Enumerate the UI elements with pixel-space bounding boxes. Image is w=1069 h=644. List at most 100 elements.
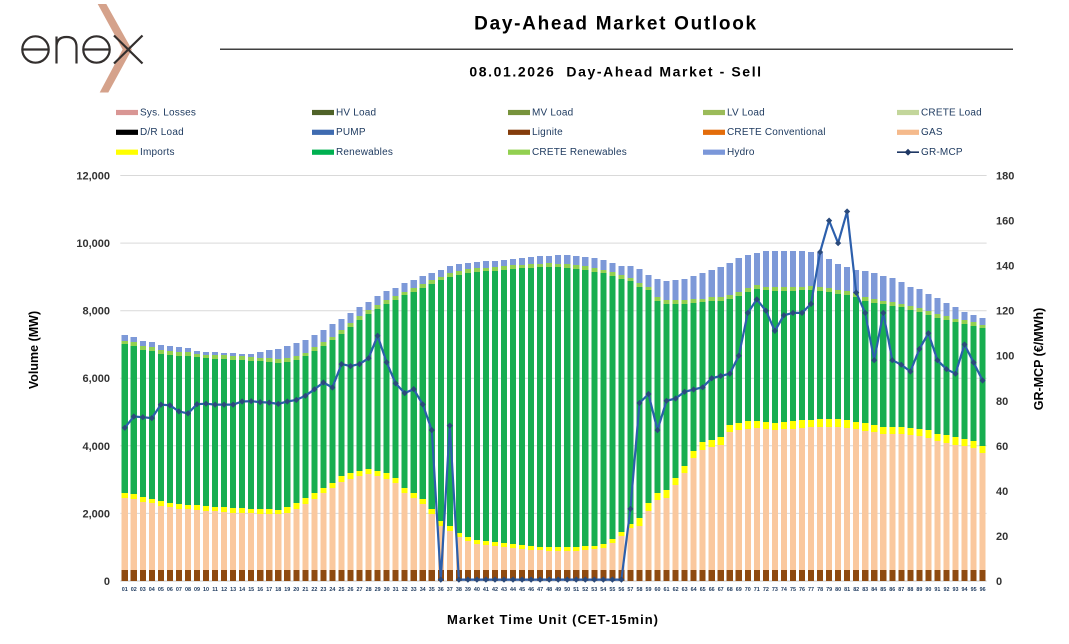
svg-text:180: 180 <box>996 171 1014 183</box>
svg-text:90: 90 <box>925 587 931 593</box>
svg-text:13: 13 <box>230 587 236 593</box>
svg-text:55: 55 <box>609 587 615 593</box>
svg-text:62: 62 <box>673 587 679 593</box>
svg-text:Volume (MW): Volume (MW) <box>27 311 41 389</box>
svg-text:CRETE Renewables: CRETE Renewables <box>532 147 627 158</box>
svg-text:8,000: 8,000 <box>82 306 110 318</box>
svg-text:82: 82 <box>853 587 859 593</box>
svg-text:HV Load: HV Load <box>336 107 376 118</box>
svg-text:GR-MCP: GR-MCP <box>921 147 963 158</box>
svg-text:31: 31 <box>393 587 399 593</box>
svg-text:94: 94 <box>962 587 968 593</box>
svg-text:Hydro: Hydro <box>727 147 755 158</box>
svg-text:44: 44 <box>510 587 516 593</box>
svg-text:46: 46 <box>528 587 534 593</box>
svg-text:D/R Load: D/R Load <box>140 127 184 138</box>
svg-text:72: 72 <box>763 587 769 593</box>
svg-text:80: 80 <box>835 587 841 593</box>
svg-text:42: 42 <box>492 587 498 593</box>
svg-text:60: 60 <box>655 587 661 593</box>
svg-text:Renewables: Renewables <box>336 147 393 158</box>
svg-text:23: 23 <box>320 587 326 593</box>
svg-text:81: 81 <box>844 587 850 593</box>
svg-text:CRETE Load: CRETE Load <box>921 107 982 118</box>
svg-text:43: 43 <box>501 587 507 593</box>
svg-text:47: 47 <box>537 587 543 593</box>
svg-text:06: 06 <box>167 587 173 593</box>
svg-text:89: 89 <box>916 587 922 593</box>
svg-text:68: 68 <box>727 587 733 593</box>
svg-text:140: 140 <box>996 261 1014 273</box>
svg-text:71: 71 <box>754 587 760 593</box>
svg-text:4,000: 4,000 <box>82 441 110 453</box>
svg-text:6,000: 6,000 <box>82 373 110 385</box>
svg-text:84: 84 <box>871 587 877 593</box>
svg-text:77: 77 <box>808 587 814 593</box>
svg-text:40: 40 <box>996 486 1008 498</box>
svg-text:01: 01 <box>122 587 128 593</box>
svg-text:83: 83 <box>862 587 868 593</box>
svg-text:100: 100 <box>996 351 1014 363</box>
svg-text:MV Load: MV Load <box>532 107 573 118</box>
svg-text:95: 95 <box>971 587 977 593</box>
svg-text:20: 20 <box>293 587 299 593</box>
svg-text:25: 25 <box>339 587 345 593</box>
svg-text:86: 86 <box>889 587 895 593</box>
svg-text:02: 02 <box>131 587 137 593</box>
svg-text:70: 70 <box>745 587 751 593</box>
svg-text:24: 24 <box>329 587 335 593</box>
svg-text:21: 21 <box>302 587 308 593</box>
svg-text:Sys. Losses: Sys. Losses <box>140 107 196 118</box>
svg-text:26: 26 <box>348 587 354 593</box>
svg-text:53: 53 <box>591 587 597 593</box>
svg-text:04: 04 <box>149 587 155 593</box>
svg-text:91: 91 <box>934 587 940 593</box>
svg-text:34: 34 <box>420 587 426 593</box>
svg-text:93: 93 <box>953 587 959 593</box>
svg-text:50: 50 <box>564 587 570 593</box>
svg-text:Market Time Unit (CET-15min): Market Time Unit (CET-15min) <box>447 612 659 627</box>
svg-text:49: 49 <box>555 587 561 593</box>
svg-text:29: 29 <box>375 587 381 593</box>
svg-text:39: 39 <box>465 587 471 593</box>
svg-text:61: 61 <box>664 587 670 593</box>
svg-text:57: 57 <box>627 587 633 593</box>
svg-text:Lignite: Lignite <box>532 127 563 138</box>
svg-text:12: 12 <box>221 587 227 593</box>
svg-text:15: 15 <box>248 587 254 593</box>
svg-text:PUMP: PUMP <box>336 127 366 138</box>
svg-text:64: 64 <box>691 587 697 593</box>
svg-text:GAS: GAS <box>921 127 943 138</box>
svg-text:05: 05 <box>158 587 164 593</box>
svg-text:03: 03 <box>140 587 146 593</box>
svg-text:41: 41 <box>483 587 489 593</box>
svg-text:CRETE Conventional: CRETE Conventional <box>727 127 826 138</box>
svg-text:08.01.2026 Day-Ahead Market -: 08.01.2026 Day-Ahead Market - Sell <box>469 64 762 80</box>
svg-text:0: 0 <box>104 576 110 588</box>
svg-text:30: 30 <box>384 587 390 593</box>
svg-text:76: 76 <box>799 587 805 593</box>
svg-text:92: 92 <box>944 587 950 593</box>
svg-text:36: 36 <box>438 587 444 593</box>
svg-text:69: 69 <box>736 587 742 593</box>
svg-text:12,000: 12,000 <box>76 171 110 183</box>
svg-text:67: 67 <box>718 587 724 593</box>
svg-text:Day-Ahead Market Outlook: Day-Ahead Market Outlook <box>474 14 758 35</box>
svg-text:17: 17 <box>266 587 272 593</box>
svg-text:65: 65 <box>700 587 706 593</box>
svg-text:27: 27 <box>357 587 363 593</box>
svg-text:22: 22 <box>311 587 317 593</box>
svg-text:80: 80 <box>996 396 1008 408</box>
svg-text:35: 35 <box>429 587 435 593</box>
svg-text:32: 32 <box>402 587 408 593</box>
svg-text:51: 51 <box>573 587 579 593</box>
svg-text:79: 79 <box>826 587 832 593</box>
svg-text:58: 58 <box>637 587 643 593</box>
svg-text:Imports: Imports <box>140 147 175 158</box>
svg-text:88: 88 <box>907 587 913 593</box>
svg-text:59: 59 <box>646 587 652 593</box>
svg-text:0: 0 <box>996 576 1002 588</box>
svg-text:73: 73 <box>772 587 778 593</box>
svg-text:85: 85 <box>880 587 886 593</box>
svg-text:78: 78 <box>817 587 823 593</box>
